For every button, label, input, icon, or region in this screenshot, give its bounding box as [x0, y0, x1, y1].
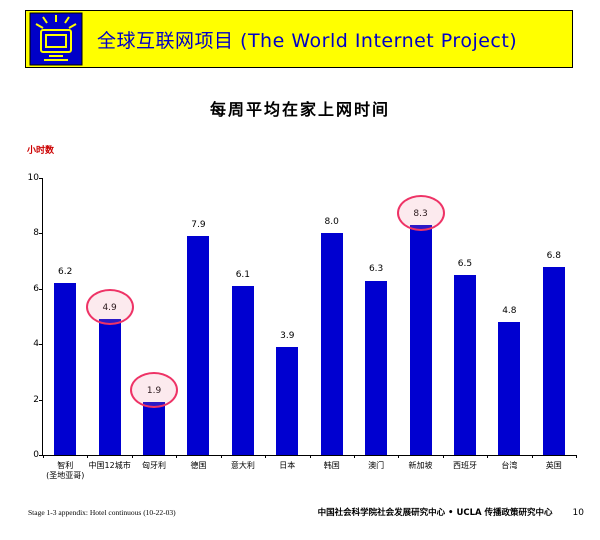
bar-0 — [54, 283, 77, 455]
x-tick-mark — [43, 455, 44, 458]
y-tick-label: 6 — [33, 283, 39, 294]
y-tick-mark — [39, 288, 43, 290]
page-number: 10 — [572, 508, 584, 518]
bar-8 — [409, 225, 432, 455]
y-tick-mark — [39, 399, 43, 401]
x-category-label: 中国12城市 — [88, 461, 131, 470]
bar-2 — [143, 402, 166, 455]
bar-11 — [542, 266, 565, 455]
bar-value-label: 6.1 — [235, 270, 251, 281]
computer-monitor-burst-icon — [29, 12, 83, 66]
bar-10 — [498, 322, 521, 455]
y-tick-label: 4 — [33, 339, 39, 350]
x-category-label: 智利 (圣地亚哥) — [46, 461, 85, 480]
x-category-label: 匈牙利 — [142, 461, 167, 470]
y-tick-mark — [39, 233, 43, 235]
x-tick-mark — [487, 455, 489, 458]
y-axis-unit-label: 小时数 — [27, 146, 55, 156]
y-tick-mark — [39, 178, 43, 179]
bar-value-label: 6.2 — [58, 267, 73, 278]
bar-chart-plot-area: 0 2 4 6 8 10 6.2 智利 (圣地亚哥) 4.9 中国12城市 1.9 匈牙利 7.9 德国 6… — [28, 173, 577, 480]
header-banner: 全球互联网项目 (The World Internet Project) — [25, 10, 573, 68]
bar-6 — [320, 233, 343, 455]
bar-3 — [187, 236, 210, 455]
x-tick-mark — [576, 455, 577, 458]
footer-source-note: Stage 1-3 appendix: Hotel continuous (10… — [28, 508, 176, 517]
x-category-label: 意大利 — [230, 461, 255, 470]
x-tick-mark — [176, 455, 178, 458]
bar-4 — [231, 286, 254, 455]
slide-title: 每周平均在家上网时间 — [209, 100, 390, 119]
bar-value-label: 8.0 — [324, 217, 339, 228]
highlight-circle — [85, 289, 134, 326]
y-tick-label: 8 — [33, 228, 39, 239]
y-tick-mark — [39, 344, 43, 346]
bar-value-label: 6.5 — [457, 258, 473, 269]
bar-value-label: 3.9 — [280, 330, 295, 341]
bar-value-label: 7.9 — [191, 220, 206, 231]
x-tick-mark — [131, 455, 133, 458]
highlight-circle — [396, 195, 445, 232]
x-tick-mark — [442, 455, 444, 458]
x-tick-mark — [531, 455, 533, 458]
header-title: 全球互联网项目 (The World Internet Project) — [97, 29, 518, 52]
y-tick-label: 10 — [27, 173, 39, 183]
y-tick-label: 0 — [33, 450, 39, 460]
bar-5 — [276, 346, 299, 455]
y-tick-mark — [39, 455, 43, 456]
footer: Stage 1-3 appendix: Hotel continuous (10… — [28, 506, 584, 518]
bar-9 — [453, 274, 476, 455]
x-tick-mark — [220, 455, 222, 458]
footer-organization: 中国社会科学院社会发展研究中心 • UCLA 传播政策研究中心 — [317, 508, 553, 518]
x-category-label: 西班牙 — [452, 461, 477, 470]
x-category-label: 英国 — [545, 461, 562, 470]
bar-1 — [98, 319, 121, 455]
x-tick-mark — [398, 455, 400, 458]
x-category-label: 韩国 — [323, 461, 340, 470]
x-category-label: 德国 — [190, 461, 207, 470]
x-category-label: 澳门 — [368, 461, 385, 470]
bar-7 — [365, 280, 388, 455]
x-tick-mark — [265, 455, 267, 458]
x-tick-mark — [309, 455, 311, 458]
bar-value-label: 6.8 — [546, 250, 561, 261]
y-tick-label: 2 — [33, 394, 39, 405]
x-tick-mark — [87, 455, 89, 458]
x-category-label: 日本 — [279, 461, 296, 470]
bar-value-label: 4.8 — [502, 306, 517, 317]
x-category-label: 台湾 — [501, 461, 518, 470]
highlight-circle — [130, 372, 179, 409]
bar-value-label: 6.3 — [368, 264, 384, 275]
x-category-label: 新加坡 — [408, 461, 433, 470]
x-tick-mark — [353, 455, 355, 458]
